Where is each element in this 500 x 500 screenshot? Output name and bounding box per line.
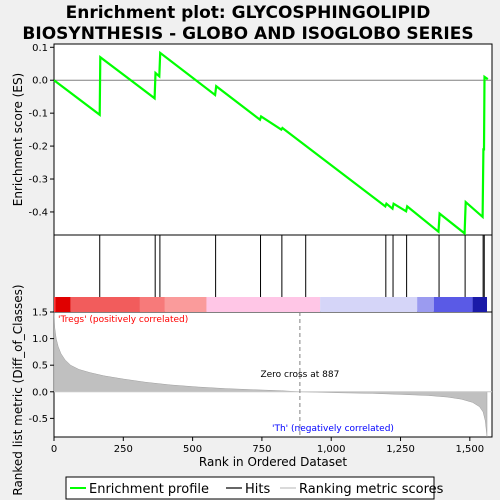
chart-title-line1: Enrichment plot: GLYCOSPHINGOLIPID [66,3,431,23]
rank-color-segment-6 [320,297,418,312]
rank-color-segment-7 [417,297,434,312]
xtick-label-3: 750 [252,444,271,455]
xtick-label-0: 0 [51,444,57,455]
legend-metric-label: Ranking metric scores [299,482,444,497]
metric-y-axis-label: Ranked list metric (Diff_of_Classes) [11,284,25,495]
enrichment-profile-line [53,50,489,236]
es-ytick-label-4: -0.3 [28,175,48,186]
rank-color-segment-2 [70,297,140,312]
es-panel [53,43,493,236]
negative-class-label: 'Th' (negatively correlated) [272,424,394,434]
metric-ytick-label-0: 1.5 [32,308,48,319]
es-ytick-label-0: 0.1 [32,43,48,54]
rank-color-segment-1 [55,297,71,312]
es-ytick-label-3: -0.2 [28,142,48,153]
es-ytick-label-5: -0.4 [28,207,48,218]
metric-ytick-label-1: 1.0 [32,334,48,345]
xtick-label-5: 1,250 [386,444,415,455]
rank-color-segment-0 [54,297,56,312]
es-ytick-label-1: 0.0 [32,76,48,87]
x-axis-label: Rank in Ordered Dataset [199,455,347,469]
metric-ytick-label-2: 0.5 [32,361,48,372]
chart-title-line2: BIOSYNTHESIS - GLOBO AND ISOGLOBO SERIES [22,24,473,44]
positive-class-label: 'Tregs' (positively correlated) [58,315,188,325]
metric-ytick-label-3: 0.0 [32,387,48,398]
es-ytick-label-2: -0.1 [28,109,48,120]
xtick-label-4: 1,000 [317,444,346,455]
xtick-label-2: 500 [183,444,202,455]
metric-ytick-label-4: -0.5 [28,414,48,425]
rank-color-segment-8 [433,297,473,312]
xtick-label-6: 1,500 [456,444,485,455]
legend-enrichment-label: Enrichment profile [89,482,209,497]
xtick-label-1: 250 [114,444,133,455]
legend-box [65,476,435,500]
rank-color-segment-9 [472,297,488,312]
legend-hits-label: Hits [245,482,270,497]
rank-color-segment-5 [206,297,321,312]
es-y-axis-label: Enrichment score (ES) [11,73,25,206]
rank-color-segment-4 [164,297,207,312]
zero-cross-label: Zero cross at 887 [260,370,339,380]
ranking-metric-area [53,311,488,438]
rank-color-segment-3 [139,297,165,312]
